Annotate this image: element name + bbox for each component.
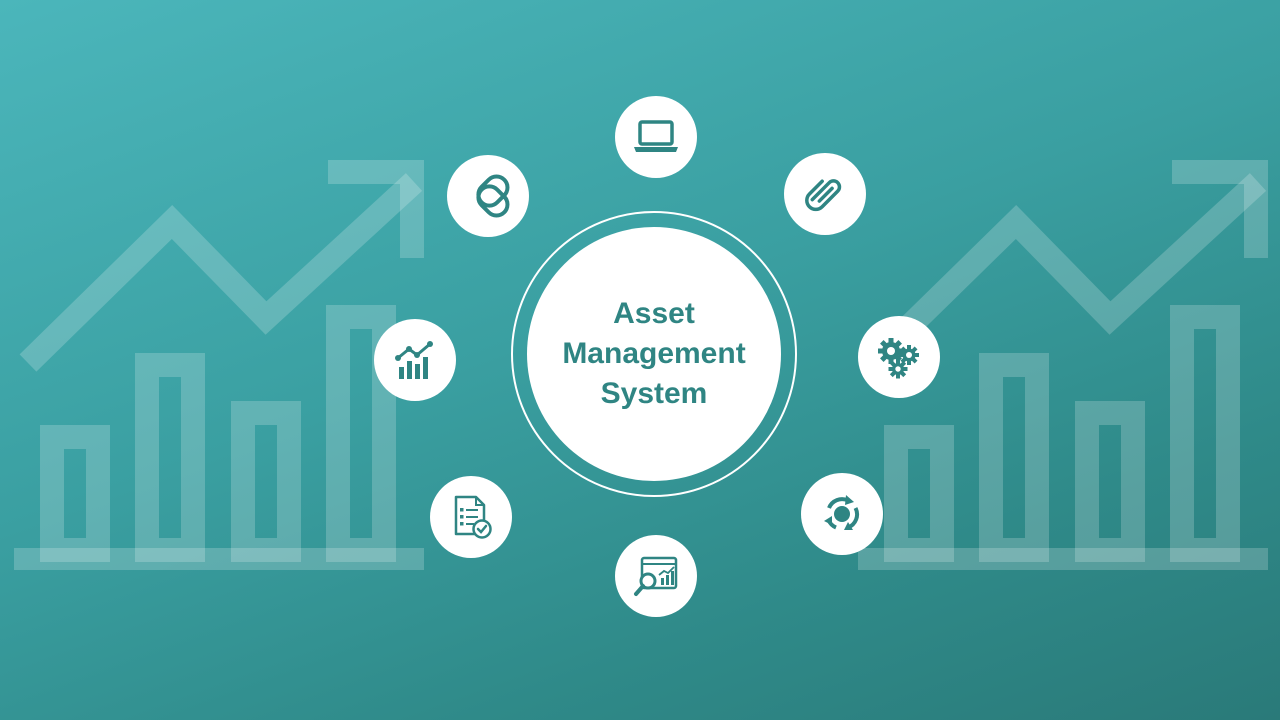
center-title-circle: Asset Management System bbox=[527, 227, 781, 481]
checklist-node bbox=[430, 476, 512, 558]
paperclip-node bbox=[784, 153, 866, 235]
title-line-3: System bbox=[600, 377, 708, 410]
checklist-document-icon bbox=[454, 495, 492, 539]
gears-node bbox=[858, 316, 940, 398]
chain-link-icon bbox=[476, 174, 510, 218]
left-growth-chart-icon bbox=[19, 160, 424, 562]
cycle-arrows-icon bbox=[824, 495, 860, 530]
chain-node bbox=[447, 155, 529, 237]
growth-node bbox=[374, 319, 456, 401]
center-ring bbox=[511, 211, 797, 497]
right-growth-chart-icon bbox=[863, 160, 1268, 562]
analytics-search-icon bbox=[634, 556, 678, 596]
laptop-node bbox=[615, 96, 697, 178]
laptop-icon bbox=[634, 120, 678, 152]
growth-chart-icon bbox=[395, 341, 433, 379]
title-line-1: Asset bbox=[613, 297, 695, 330]
gears-icon bbox=[878, 338, 919, 379]
paperclip-icon bbox=[805, 179, 842, 212]
title-line-2: Management bbox=[562, 337, 746, 370]
cycle-node bbox=[801, 473, 883, 555]
analytics-node bbox=[615, 535, 697, 617]
